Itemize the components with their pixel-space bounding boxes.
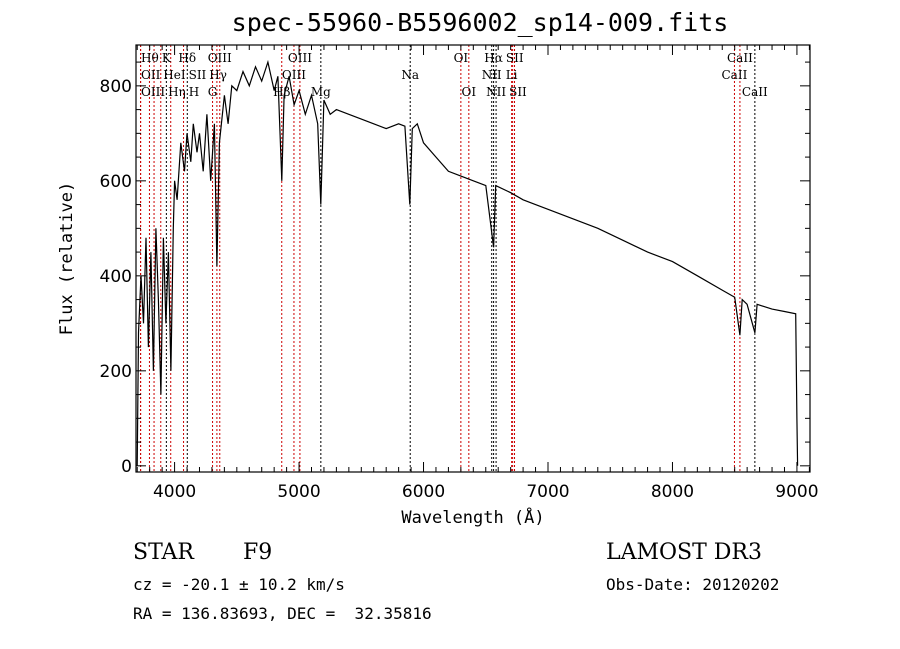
coordinates: RA = 136.83693, DEC = 32.35816 — [133, 604, 432, 623]
x-tick-label: 5000 — [277, 482, 320, 502]
spectral-line-label: HeI — [163, 68, 186, 82]
x-tick-label: 8000 — [651, 482, 694, 502]
observation-date: Obs-Date: 20120202 — [606, 575, 780, 594]
x-tick-label: 4000 — [153, 482, 196, 502]
spectral-line-label: H — [189, 85, 199, 99]
spectral-line-label: SII — [509, 85, 527, 99]
spectral-line-label: CaII — [722, 68, 748, 82]
spectrum-line — [136, 59, 799, 466]
x-axis-label: Wavelength (Å) — [401, 506, 544, 528]
spectral-line-label: OI — [454, 51, 469, 65]
spectral-line-label: NII — [482, 68, 502, 82]
y-axis-label: Flux (relative) — [57, 182, 77, 336]
object-class: STAR — [133, 540, 194, 565]
y-tick-label: 800 — [100, 77, 132, 97]
spectral-line-label: Na — [401, 68, 419, 82]
plot-frame — [135, 44, 811, 473]
spectral-line-label: NII — [486, 85, 506, 99]
spectral-line-label: OI — [462, 85, 477, 99]
y-tick-label: 0 — [121, 457, 132, 477]
spectral-line-label: OII — [141, 68, 161, 82]
y-tick-label: 400 — [100, 267, 132, 287]
survey-name: LAMOST DR3 — [606, 540, 762, 565]
redshift-cz: cz = -20.1 ± 10.2 km/s — [133, 575, 345, 594]
spectral-line-label: Hθ — [141, 51, 159, 65]
spectral-line-label: K — [162, 51, 172, 65]
y-tick-label: 200 — [100, 362, 132, 382]
spectral-line-label: SII — [506, 51, 524, 65]
spectral-line-label: Hδ — [178, 51, 196, 65]
spectral-line-label: CaII — [742, 85, 768, 99]
spectral-line-label: OIII — [282, 68, 306, 82]
spectral-line-label: OIII — [141, 85, 165, 99]
spectral-line-label: OIII — [208, 51, 232, 65]
chart-title: spec-55960-B5596002_sp14-009.fits — [231, 8, 729, 37]
spectral-line-label: OIII — [288, 51, 312, 65]
spectral-line-label: Hα — [484, 51, 503, 65]
x-tick-label: 9000 — [775, 482, 818, 502]
x-tick-label: 6000 — [402, 482, 445, 502]
spectral-line-label: SII — [189, 68, 207, 82]
y-tick-label: 600 — [100, 172, 132, 192]
spectral-line-label: Li — [506, 68, 518, 82]
object-subclass: F9 — [243, 540, 273, 565]
spectral-line-label: CaII — [727, 51, 753, 65]
x-tick-label: 7000 — [526, 482, 569, 502]
spectral-line-label: Hη — [168, 85, 186, 99]
spectral-line-label: Mg — [311, 85, 331, 99]
spectral-line-label: Hγ — [209, 68, 227, 82]
spectral-line-label: G — [208, 85, 218, 99]
